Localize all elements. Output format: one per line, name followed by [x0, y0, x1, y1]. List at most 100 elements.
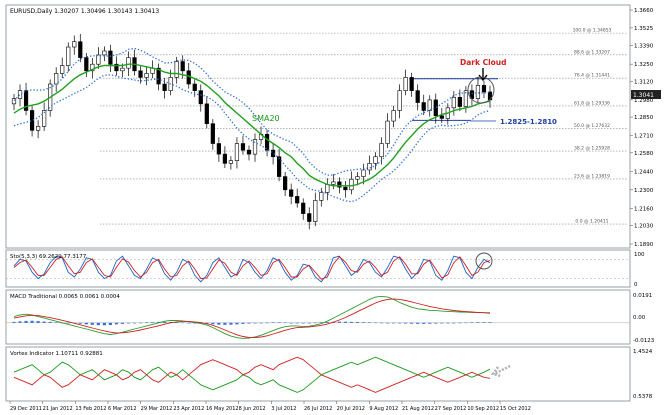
fib-level-label: 38.2 @ 1.25928	[574, 146, 610, 152]
fib-level-label: 50.0 @ 1.27632	[574, 123, 610, 129]
date-tick-label: 6 Mar 2012	[108, 406, 137, 412]
macd-histogram-bar	[391, 322, 396, 324]
macd-histogram-bar	[295, 322, 299, 324]
macd-histogram-bar	[229, 322, 233, 325]
date-tick-label: 20 Jul 2012	[337, 406, 365, 412]
macd-histogram-bar	[361, 322, 366, 323]
candle-body	[72, 41, 77, 48]
price-tick-label: 1.2160	[634, 206, 654, 212]
vortex-vi_plus-line	[13, 356, 491, 393]
candle-body	[102, 50, 107, 56]
stochastic-title: Sto(5,3,3) 69.2629 77.3177	[10, 254, 87, 260]
candle-body	[174, 61, 179, 78]
candle-body	[331, 181, 336, 185]
candle-body	[397, 90, 402, 111]
candle-body	[475, 85, 481, 99]
candle-body	[162, 83, 167, 91]
macd-histogram-bar	[271, 322, 275, 323]
candle-body	[301, 202, 306, 214]
candle-body	[343, 186, 348, 191]
macd-histogram-bar	[102, 322, 106, 326]
price-tick-label: 1.2980	[634, 98, 654, 104]
macd-histogram-bar	[163, 321, 167, 323]
sto-axis-bottom: 0	[634, 282, 638, 288]
macd-histogram-bar	[126, 322, 131, 324]
macd-histogram-bar	[78, 322, 82, 324]
macd-histogram-bar	[24, 320, 28, 323]
macd-histogram-bar	[120, 322, 125, 324]
macd-histogram-bar	[373, 322, 378, 324]
candle-body	[234, 143, 240, 162]
macd-signal-line	[13, 298, 491, 339]
candle-body	[349, 178, 354, 191]
vortex-title: Vortex Indicator 1.10711 0.92881	[10, 351, 103, 357]
candle-body	[17, 90, 23, 99]
candle-body	[313, 200, 318, 222]
last-price-tag	[631, 90, 661, 99]
candle-body	[379, 143, 384, 158]
candle-body	[270, 149, 276, 158]
macd-axis-bottom: -0.0123	[633, 338, 655, 344]
sto-main-line	[13, 255, 491, 283]
macd-histogram-bar	[307, 322, 311, 324]
candle-body	[144, 73, 149, 78]
date-tick-label: 26 Jul 2012	[304, 406, 332, 412]
fib-level-label: 61.8 @ 1.29336	[574, 100, 610, 106]
candle-body	[319, 192, 324, 201]
macd-histogram-bar	[259, 322, 263, 324]
candle-body	[451, 96, 456, 109]
candle-body	[457, 96, 462, 107]
candle-body	[54, 73, 59, 85]
candle-body	[469, 90, 475, 99]
candle-body	[23, 90, 29, 111]
fib-level-label: 0.0 @ 1.20411	[575, 219, 608, 225]
macd-histogram-bar	[434, 322, 438, 324]
price-tick-label: 1.3390	[634, 44, 654, 50]
macd-histogram-bar	[36, 321, 40, 323]
macd-histogram-bar	[265, 322, 269, 324]
candle-body	[246, 149, 252, 155]
macd-histogram-bar	[319, 322, 323, 323]
candle-body	[337, 181, 342, 188]
date-tick-label: 10 Sep 2012	[467, 406, 499, 412]
macd-panel-frame	[5, 289, 631, 345]
macd-title: MACD Traditional 0.0065 0.0061 0.0004	[10, 294, 120, 300]
macd-histogram-bar	[114, 322, 119, 325]
date-tick-label: 21 Jan 2012	[43, 406, 73, 412]
fib-level-label: 23.6 @ 1.23819	[574, 173, 610, 179]
candlesticks	[11, 33, 493, 230]
macd-histogram-bar	[175, 322, 179, 323]
stochastic-lines	[6, 255, 630, 283]
fib-level-label: 100.0 @ 1.34853	[573, 28, 612, 34]
price-tick-label: 1.2440	[634, 169, 654, 175]
candle-body	[66, 46, 71, 66]
candle-body	[439, 115, 444, 119]
price-title: EURUSD,Daily 1.30207 1.30496 1.30143 1.3…	[10, 8, 159, 15]
price-tick-label: 1.3525	[634, 26, 654, 32]
candle-body	[96, 54, 101, 65]
macd-histogram-bar	[355, 322, 360, 323]
macd-histogram-bar	[337, 321, 341, 323]
macd-histogram-bar	[54, 322, 58, 323]
candle-body	[78, 41, 83, 58]
price-tick-label: 1.2710	[634, 134, 654, 140]
support-label: 1.2825-1.2810	[500, 118, 557, 126]
date-tick-label: 15 Oct 2012	[500, 406, 531, 412]
fib-level-label: 76.4 @ 1.31441	[574, 73, 610, 79]
candle-body	[198, 90, 203, 105]
macd-histogram-bar	[343, 321, 347, 323]
macd-histogram-bar	[385, 322, 390, 324]
candle-body	[295, 196, 300, 204]
candle-body	[361, 169, 366, 177]
macd-histogram-bar	[66, 322, 70, 324]
macd-histogram-bar	[301, 322, 305, 324]
candle-body	[252, 139, 258, 155]
candle-body	[192, 83, 197, 91]
macd-axis-zero: 0.00	[633, 315, 646, 321]
macd-histogram-bar	[464, 322, 468, 324]
candle-body	[156, 67, 161, 85]
dark-cloud-circle	[467, 76, 495, 104]
candle-body	[120, 67, 125, 72]
macd-histogram-bar	[247, 322, 251, 324]
candle-body	[126, 57, 131, 69]
